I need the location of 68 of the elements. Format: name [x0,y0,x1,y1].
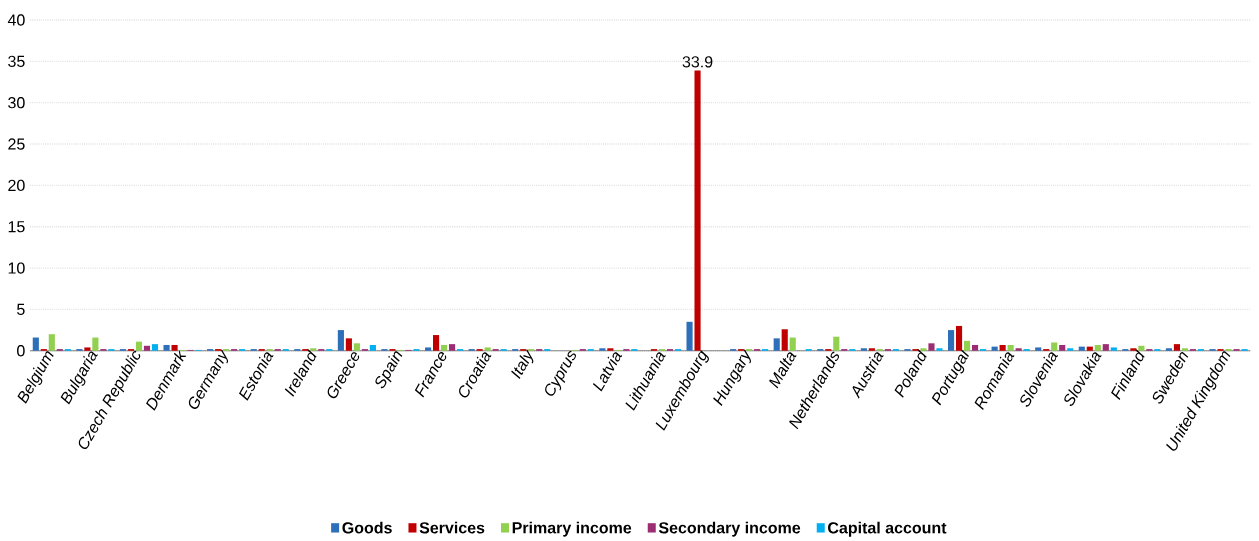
y-tick-label: 5 [17,304,25,316]
bar [971,345,979,351]
bar [151,344,159,351]
bar [1173,344,1181,351]
y-tick-label: 10 [8,262,25,274]
bar [1130,348,1137,351]
bar [868,348,875,351]
bar [440,345,448,351]
bar [607,348,614,351]
bar [1086,346,1093,351]
bar [1181,348,1189,351]
bar [432,335,440,351]
bar [310,348,317,351]
bar [963,341,971,351]
bar [32,337,39,351]
bar [1059,345,1066,351]
bar [48,334,55,351]
y-tick-label: 25 [8,138,25,150]
bar [947,330,955,351]
bar [92,337,99,351]
bar [424,347,432,351]
bar [163,345,170,351]
bar [833,336,840,351]
bar [353,343,360,351]
bar [999,345,1006,351]
bar [694,70,701,351]
legend-label: Services [419,521,485,534]
bar [599,348,606,351]
bar [936,348,943,351]
y-tick-label: 35 [8,55,25,68]
y-tick-label: 40 [7,14,25,26]
legend-label: Goods [342,521,392,534]
bar [1078,346,1085,351]
bar [448,344,456,351]
bar [686,321,693,351]
bar [773,338,780,351]
bar [991,346,998,351]
bar [345,338,352,351]
bar [84,347,91,351]
bar [135,341,143,351]
bar [1102,344,1109,351]
bar [1035,347,1042,351]
bar [143,345,151,351]
y-tick-label: 20 [8,179,25,192]
bar [337,330,344,351]
legend-label: Capital account [828,521,947,537]
bar [860,348,867,351]
bar [171,345,178,351]
bar [1015,348,1022,351]
bar [1165,348,1173,351]
bar [484,347,491,351]
bar [789,337,796,351]
bar [369,345,376,351]
bar [928,343,935,351]
y-tick-label: 30 [8,97,25,109]
bar [1110,347,1117,351]
y-tick-label: 15 [8,221,25,233]
bar [1094,345,1101,351]
bar [1138,345,1145,351]
data-label: 33.9 [682,56,713,68]
bar [1067,348,1074,351]
bar [955,326,963,351]
legend-label: Primary income [512,521,632,537]
bar [1051,342,1058,351]
legend-label: Secondary income [658,521,801,537]
bar [920,348,927,351]
bar [781,329,788,351]
bar [1007,345,1014,351]
